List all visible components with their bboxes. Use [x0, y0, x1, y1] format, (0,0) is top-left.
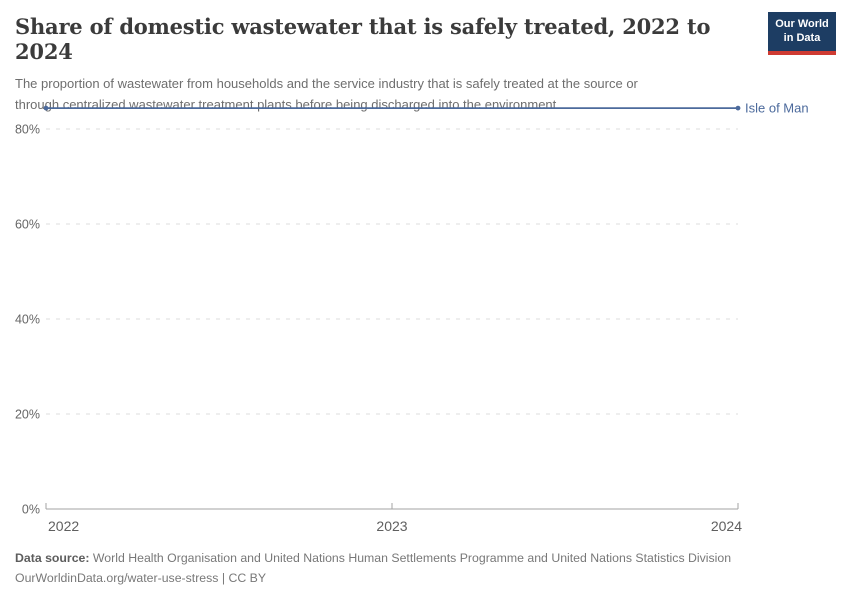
- subtitle-line-1: The proportion of wastewater from househ…: [15, 76, 638, 92]
- y-axis-tick-label: 60%: [15, 218, 40, 232]
- x-axis-tick-label: 2023: [376, 518, 407, 534]
- y-axis-tick-label: 40%: [15, 313, 40, 327]
- data-source-line: Data source: World Health Organisation a…: [15, 548, 815, 568]
- x-axis-tick-label: 2022: [48, 518, 79, 534]
- data-source-label: Data source:: [15, 551, 90, 565]
- logo-line-1: Our World: [775, 17, 829, 30]
- license-line[interactable]: OurWorldinData.org/water-use-stress | CC…: [15, 571, 267, 586]
- series-end-label[interactable]: Isle of Man: [745, 101, 809, 116]
- y-axis-tick-label: 80%: [15, 123, 40, 137]
- data-source-text: World Health Organisation and United Nat…: [89, 551, 732, 565]
- series-endpoint-dot: [43, 105, 49, 111]
- logo-line-2: in Data: [783, 31, 821, 44]
- owid-logo[interactable]: Our World in Data: [768, 12, 836, 55]
- page-title: Share of domestic wastewater that is saf…: [15, 14, 711, 65]
- x-axis-tick-label: 2024: [711, 518, 742, 534]
- series-endpoint-dot: [735, 105, 741, 111]
- y-axis-tick-label: 0%: [22, 503, 40, 517]
- chart-footer: Data source: World Health Organisation a…: [15, 548, 815, 589]
- y-axis-tick-label: 20%: [15, 408, 40, 422]
